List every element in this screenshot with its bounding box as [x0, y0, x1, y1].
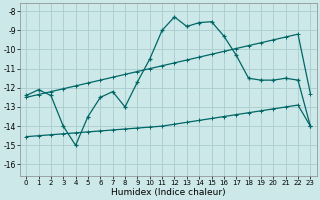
X-axis label: Humidex (Indice chaleur): Humidex (Indice chaleur) — [111, 188, 226, 197]
